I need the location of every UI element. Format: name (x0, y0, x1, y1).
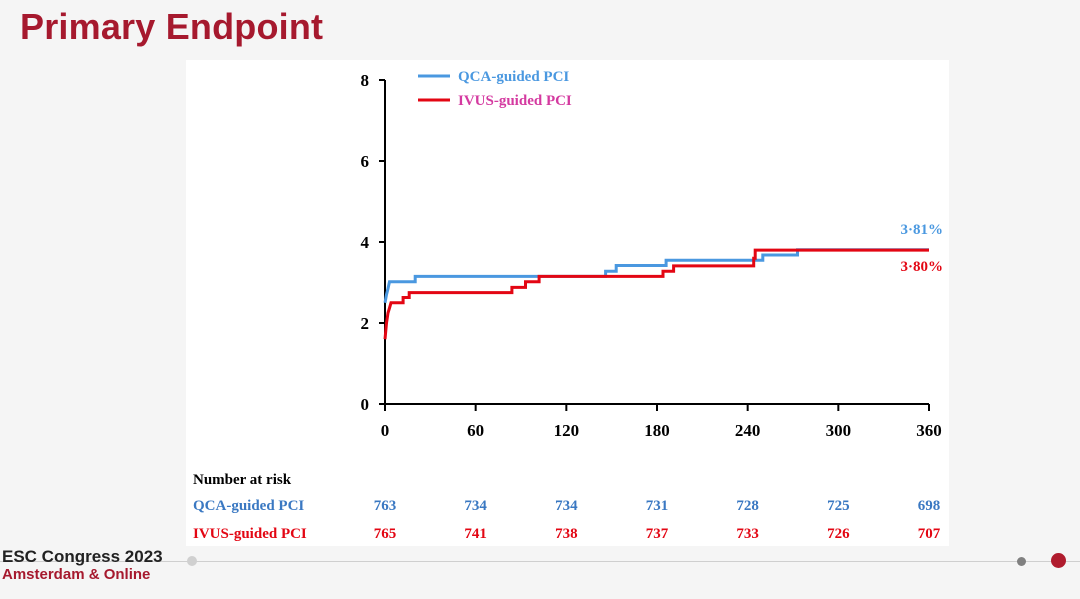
x-tick-label: 360 (916, 421, 942, 440)
y-tick-label: 4 (361, 233, 370, 252)
risk-value: 707 (918, 526, 941, 542)
footer-location: Amsterdam & Online (2, 566, 151, 583)
series-line-qca (383, 248, 929, 304)
x-tick-label: 60 (467, 421, 484, 440)
progress-start-dot (187, 556, 197, 566)
x-tick-label: 0 (381, 421, 390, 440)
risk-value: 741 (464, 526, 487, 542)
risk-value: 731 (646, 498, 669, 514)
risk-value: 737 (646, 526, 669, 542)
y-tick-label: 0 (361, 395, 370, 414)
y-tick-label: 6 (361, 152, 370, 171)
risk-value: 725 (827, 498, 850, 514)
end-label-ivus: 3·80% (900, 259, 943, 275)
x-tick-label: 120 (554, 421, 580, 440)
y-tick-label: 8 (361, 71, 370, 90)
chart-panel: 0 2 4 6 8 0 60 120 180 240 300 360 3·81% 3·80% QCA-gui… (186, 60, 949, 546)
km-chart: 0 2 4 6 8 0 60 120 180 240 300 360 3·81% 3·80% QCA-gui… (193, 69, 943, 542)
risk-value: 738 (555, 526, 578, 542)
risk-value: 728 (736, 498, 759, 514)
risk-table-header: Number at risk (193, 472, 292, 488)
risk-value: 765 (374, 526, 397, 542)
legend-label: IVUS-guided PCI (458, 93, 572, 109)
x-tick-label: 240 (735, 421, 761, 440)
x-tick-label: 300 (826, 421, 852, 440)
risk-value: 734 (464, 498, 487, 514)
progress-dot (1017, 557, 1026, 566)
footer-congress-name: ESC Congress 2023 (2, 547, 163, 566)
x-tick-label: 180 (644, 421, 670, 440)
legend-label: QCA-guided PCI (458, 69, 569, 85)
end-label-qca: 3·81% (900, 222, 943, 238)
y-tick-label: 2 (361, 314, 370, 333)
series-line-ivus (383, 248, 929, 340)
risk-value: 726 (827, 526, 850, 542)
slide-title: Primary Endpoint (20, 6, 324, 47)
footer-divider (0, 561, 1080, 562)
risk-row-label: QCA-guided PCI (193, 498, 304, 514)
risk-row-label: IVUS-guided PCI (193, 526, 307, 542)
risk-value: 733 (736, 526, 759, 542)
risk-value: 734 (555, 498, 578, 514)
risk-value: 763 (374, 498, 397, 514)
footer-brand: ESC Congress 2023 Amsterdam & Online (2, 548, 163, 584)
progress-current-dot (1051, 553, 1066, 568)
risk-value: 698 (918, 498, 941, 514)
